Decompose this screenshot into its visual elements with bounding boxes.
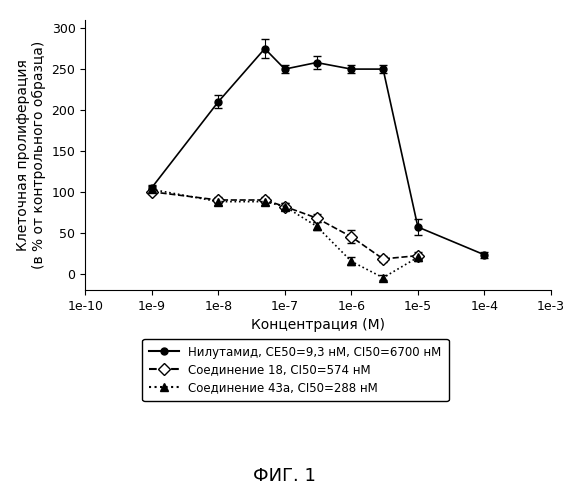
Legend: Нилутамид, CE50=9,3 нМ, CI50=6700 нМ, Соединение 18, CI50=574 нМ, Соединение 43а: Нилутамид, CE50=9,3 нМ, CI50=6700 нМ, Со… bbox=[142, 338, 449, 402]
Text: ФИГ. 1: ФИГ. 1 bbox=[253, 467, 315, 485]
X-axis label: Концентрация (М): Концентрация (М) bbox=[251, 318, 385, 332]
Y-axis label: Клеточная пролиферация
(в % от контрольного образца): Клеточная пролиферация (в % от контрольн… bbox=[16, 41, 46, 269]
